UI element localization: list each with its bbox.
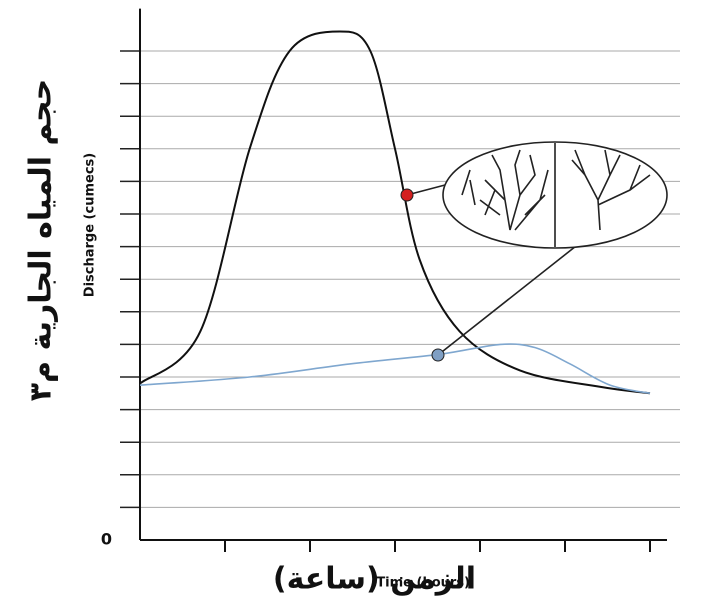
marker-dot xyxy=(401,189,413,201)
x-axis-title-ar: الزمن (ساعة) xyxy=(273,562,476,597)
catchment-inset xyxy=(401,142,667,361)
grid: 0 xyxy=(101,9,680,552)
y-axis-title-ar: حجم المياه الجارية م٣ xyxy=(24,79,59,401)
y-tick-label: 0 xyxy=(101,530,112,549)
y-axis-title-en: Discharge (cumecs) xyxy=(83,153,98,297)
y-axis-title: حجم المياه الجارية م٣ Discharge (cumecs) xyxy=(24,79,98,401)
chart: حجم المياه الجارية م٣ Discharge (cumecs)… xyxy=(0,0,717,609)
marker-dot xyxy=(432,349,444,361)
line-series xyxy=(140,344,650,393)
connector xyxy=(438,235,590,355)
